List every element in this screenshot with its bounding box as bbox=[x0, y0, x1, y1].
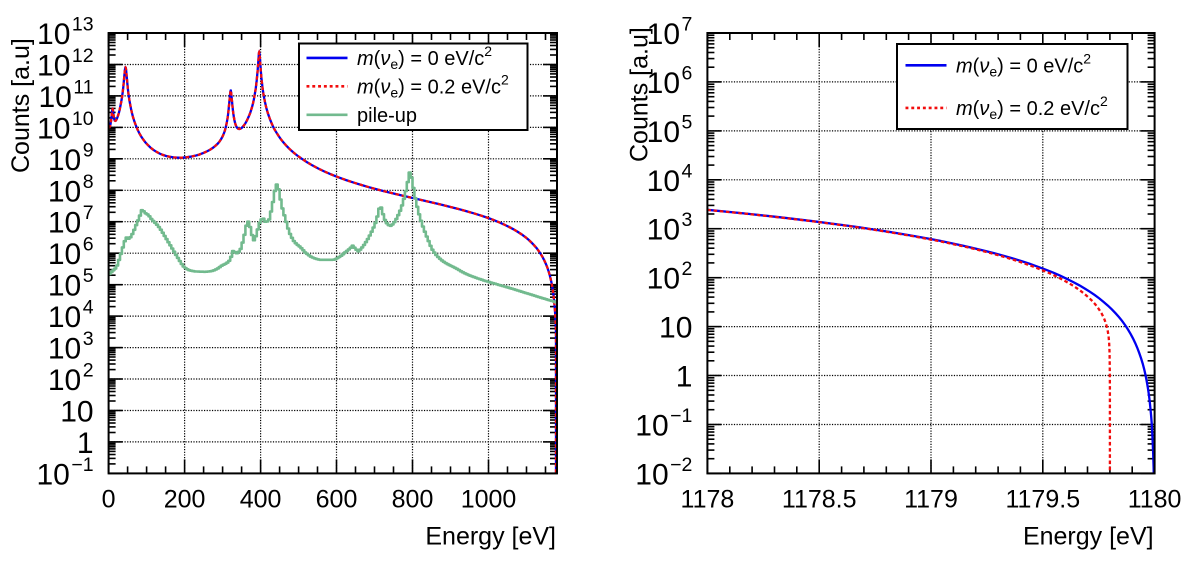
svg-text:1: 1 bbox=[77, 427, 94, 460]
svg-text:Energy [eV]: Energy [eV] bbox=[425, 523, 556, 551]
svg-text:10: 10 bbox=[659, 312, 692, 345]
svg-text:Counts [a.u]: Counts [a.u] bbox=[626, 27, 654, 162]
svg-text:m(νe) = 0 eV/c2: m(νe) = 0 eV/c2 bbox=[956, 50, 1091, 79]
svg-text:pile-up: pile-up bbox=[357, 105, 417, 127]
svg-text:400: 400 bbox=[240, 485, 282, 513]
svg-text:m(νe) = 0.2 eV/c2: m(νe) = 0.2 eV/c2 bbox=[357, 71, 509, 100]
svg-text:1178: 1178 bbox=[681, 485, 735, 513]
svg-text:1: 1 bbox=[676, 361, 693, 394]
svg-text:800: 800 bbox=[392, 485, 434, 513]
svg-text:1179: 1179 bbox=[904, 485, 958, 513]
svg-text:Counts [a.u]: Counts [a.u] bbox=[7, 38, 35, 173]
svg-text:m(νe) = 0 eV/c2: m(νe) = 0 eV/c2 bbox=[357, 43, 492, 72]
svg-text:m(νe) = 0.2 eV/c2: m(νe) = 0.2 eV/c2 bbox=[956, 93, 1108, 122]
svg-text:10: 10 bbox=[60, 396, 93, 429]
svg-text:Energy [eV]: Energy [eV] bbox=[1023, 523, 1154, 551]
svg-text:1178.5: 1178.5 bbox=[782, 485, 857, 513]
svg-text:1180: 1180 bbox=[1128, 485, 1182, 513]
svg-text:200: 200 bbox=[164, 485, 206, 513]
svg-text:600: 600 bbox=[316, 485, 358, 513]
svg-text:1179.5: 1179.5 bbox=[1005, 485, 1080, 513]
svg-text:1000: 1000 bbox=[461, 485, 517, 513]
svg-text:0: 0 bbox=[102, 485, 116, 513]
